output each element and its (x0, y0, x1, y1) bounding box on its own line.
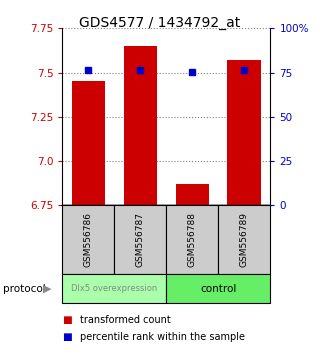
Bar (166, 205, 218, 274)
Bar (71, 81, 105, 205)
Text: ▶: ▶ (43, 284, 52, 293)
Text: control: control (200, 284, 236, 293)
Bar (175, 184, 209, 205)
Text: percentile rank within the sample: percentile rank within the sample (80, 332, 245, 342)
Text: GSM556787: GSM556787 (136, 212, 145, 267)
Text: GSM556786: GSM556786 (84, 212, 93, 267)
Bar (124, 46, 157, 205)
Text: GSM556789: GSM556789 (240, 212, 249, 267)
Bar (62, 205, 115, 274)
Text: ■: ■ (62, 332, 72, 342)
Text: ■: ■ (62, 315, 72, 325)
Bar (228, 60, 261, 205)
Text: protocol: protocol (3, 284, 46, 293)
Bar (115, 205, 166, 274)
Bar (218, 205, 270, 274)
Text: Dlx5 overexpression: Dlx5 overexpression (71, 284, 157, 293)
Text: GDS4577 / 1434792_at: GDS4577 / 1434792_at (79, 16, 241, 30)
Text: transformed count: transformed count (80, 315, 171, 325)
Bar (62, 274, 166, 303)
Text: GSM556788: GSM556788 (188, 212, 197, 267)
Bar (166, 274, 270, 303)
